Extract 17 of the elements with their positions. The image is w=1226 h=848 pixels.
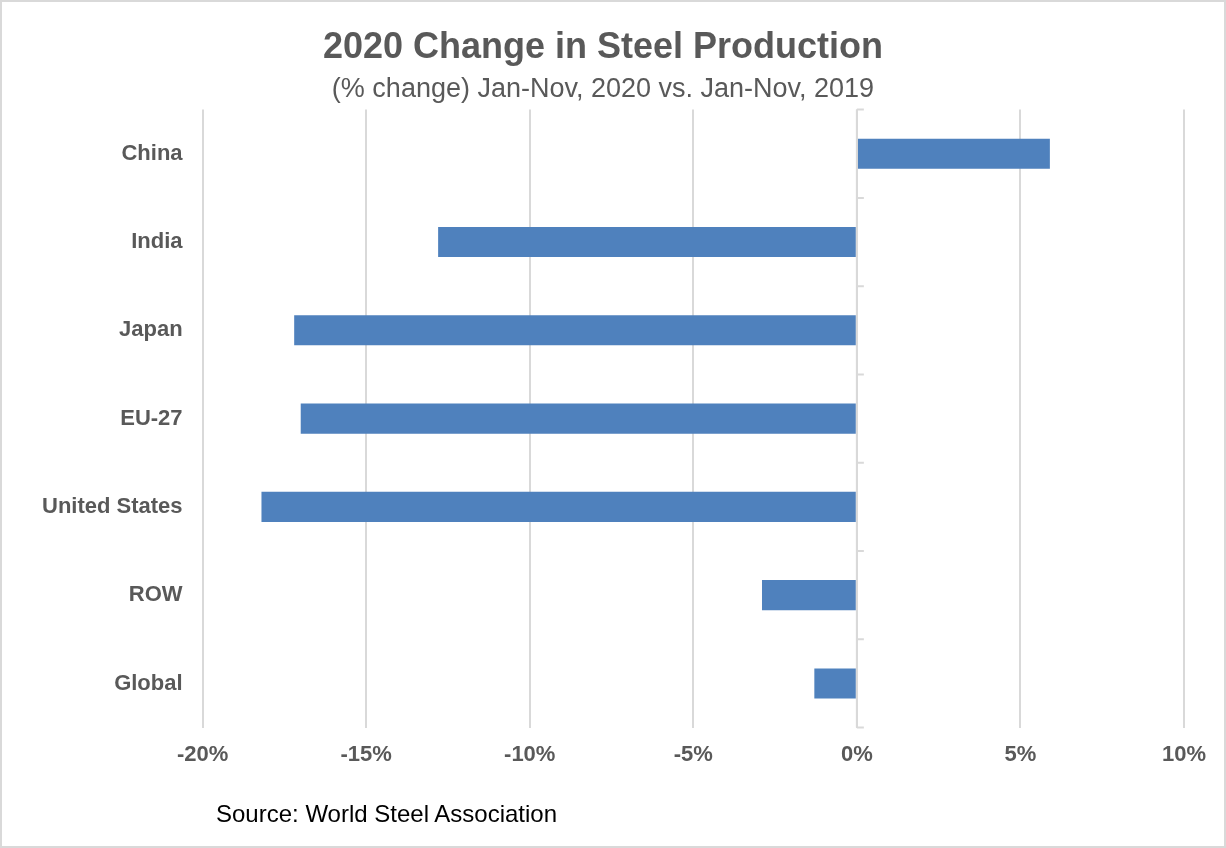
y-tick-label: India xyxy=(131,228,184,254)
x-tick-label: 10% xyxy=(1161,740,1207,766)
y-tick-label: United States xyxy=(41,492,183,518)
x-tick-label: -15% xyxy=(340,740,392,766)
source-note: Source: World Steel Association xyxy=(216,800,558,828)
chart-subtitle: (% change) Jan-Nov, 2020 vs. Jan-Nov, 2019 xyxy=(331,72,875,103)
y-tick-label: ROW xyxy=(128,581,183,607)
x-tick-label: 0% xyxy=(840,740,873,766)
y-tick-label: Global xyxy=(114,669,183,695)
x-tick-label: -5% xyxy=(673,740,713,766)
x-tick-label: -20% xyxy=(176,740,229,766)
y-tick-label: China xyxy=(121,139,184,165)
chart-title: 2020 Change in Steel Production xyxy=(322,24,884,66)
y-tick-label: Japan xyxy=(118,316,183,342)
x-tick-label: 5% xyxy=(1004,740,1037,766)
y-tick-label: EU-27 xyxy=(120,404,183,430)
x-tick-label: -10% xyxy=(504,740,556,766)
